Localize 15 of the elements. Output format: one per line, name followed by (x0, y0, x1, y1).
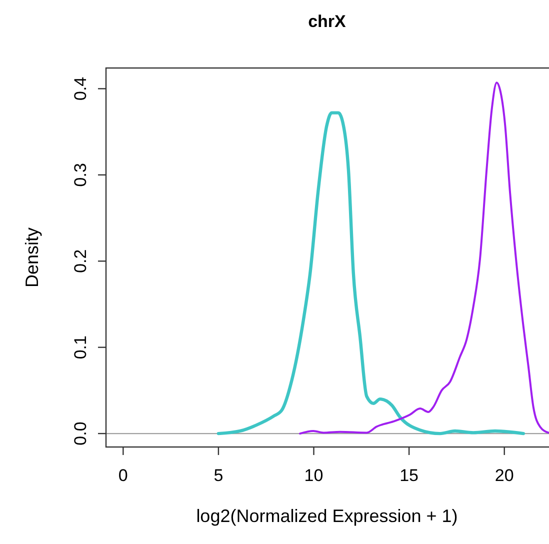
chart-title: chrX (308, 12, 347, 31)
x-tick-label: 10 (304, 466, 324, 485)
x-tick-label: 0 (118, 466, 128, 485)
y-tick-label: 0.1 (71, 336, 90, 360)
x-tick-label: 15 (400, 466, 419, 485)
y-axis-title: Density (22, 227, 42, 288)
x-axis-title: log2(Normalized Expression + 1) (196, 506, 458, 526)
line-series (216, 111, 526, 436)
x-tick-label: 20 (494, 466, 514, 485)
y-tick-label: 0.3 (71, 163, 90, 187)
line-series (299, 82, 549, 435)
y-tick-label: 0.4 (71, 76, 90, 101)
y-tick-label: 0.0 (71, 422, 90, 446)
y-tick-label: 0.2 (71, 249, 90, 273)
x-tick-label: 5 (214, 466, 224, 485)
